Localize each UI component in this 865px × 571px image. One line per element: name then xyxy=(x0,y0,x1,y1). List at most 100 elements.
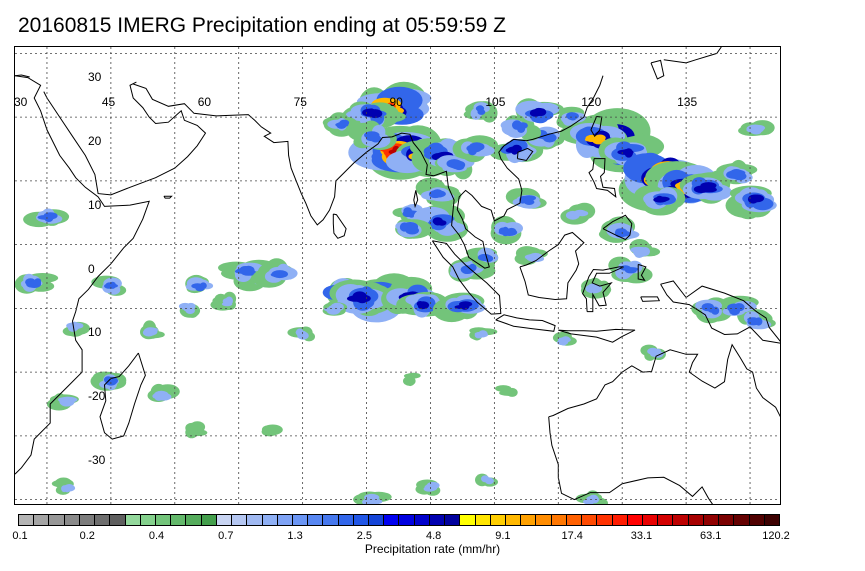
precip-cell xyxy=(252,258,298,288)
precip-patch xyxy=(565,210,580,220)
precip-cell xyxy=(466,247,499,269)
coastline xyxy=(640,296,661,302)
precip-cell xyxy=(743,309,776,330)
precip-patch xyxy=(352,291,367,302)
coastline xyxy=(516,147,534,162)
colorbar-swatch xyxy=(277,515,293,525)
precip-patch xyxy=(105,376,118,385)
coastline xyxy=(558,328,636,343)
precip-cell xyxy=(560,202,596,225)
precip-cell xyxy=(51,477,76,495)
coastline xyxy=(431,240,502,315)
lat-label: 20 xyxy=(88,134,102,148)
colorbar-tick-label: 1.3 xyxy=(287,530,303,542)
colorbar-swatch xyxy=(34,515,50,525)
precip-cell xyxy=(411,204,469,242)
colorbar xyxy=(18,514,780,526)
precip-cell xyxy=(505,187,547,209)
colorbar-tick-label: 0.7 xyxy=(218,530,234,542)
colorbar-swatch xyxy=(475,515,491,525)
precip-cell xyxy=(218,261,269,284)
colorbar-swatch xyxy=(688,515,704,525)
lat-label: 10 xyxy=(88,325,102,340)
lon-label: 30 xyxy=(14,95,28,110)
colorbar-swatch xyxy=(566,515,583,525)
precip-cell xyxy=(178,302,201,318)
precip-patch xyxy=(624,148,633,158)
map-title: 20160815 IMERG Precipitation ending at 0… xyxy=(18,14,506,37)
colorbar-tick-label: 9.1 xyxy=(495,530,511,542)
colorbar-label: Precipitation rate (mm/hr) xyxy=(364,542,501,556)
precip-patch xyxy=(59,396,75,407)
colorbar-tick-label: 0.2 xyxy=(79,530,95,542)
colorbar-swatch xyxy=(582,515,598,525)
coastline xyxy=(590,115,603,138)
precip-patch xyxy=(728,170,743,179)
precip-patch xyxy=(147,327,159,332)
colorbar-swatch xyxy=(551,515,567,525)
colorbar-swatch xyxy=(460,515,476,525)
lon-label: 120 xyxy=(581,95,602,110)
precip-patch xyxy=(43,215,54,220)
precip-cell xyxy=(580,277,612,299)
precip-cell xyxy=(322,300,348,316)
precip-patch xyxy=(405,226,420,235)
precipitation-map xyxy=(14,46,781,505)
precip-cell xyxy=(415,479,441,496)
coastline xyxy=(99,352,146,440)
precip-patch xyxy=(27,281,41,288)
colorbar-swatch xyxy=(445,515,461,525)
precip-patch xyxy=(221,302,233,307)
precip-patch xyxy=(462,267,470,274)
precip-cell xyxy=(490,215,523,245)
precip-cell xyxy=(725,185,777,220)
precip-cell xyxy=(185,274,214,294)
precip-patch xyxy=(530,111,543,116)
precip-patch xyxy=(700,182,717,189)
coastline xyxy=(260,75,604,269)
precip-patch xyxy=(65,484,74,490)
precip-cell xyxy=(738,120,775,136)
precip-patch xyxy=(653,348,662,354)
colorbar-swatch xyxy=(749,515,765,525)
colorbar-swatch xyxy=(399,515,415,525)
colorbar-swatch xyxy=(506,515,522,525)
precip-patch xyxy=(476,105,484,113)
colorbar-swatch xyxy=(521,515,537,525)
precip-patch xyxy=(470,147,481,153)
precip-patch xyxy=(521,195,534,204)
precip-cell xyxy=(552,331,577,346)
precip-patch xyxy=(199,282,207,289)
precip-patch xyxy=(501,226,510,237)
precip-patch xyxy=(336,121,347,129)
coastline xyxy=(519,231,585,301)
lat-label: 10 xyxy=(88,197,102,212)
coastline xyxy=(660,280,780,344)
coastline xyxy=(495,314,556,332)
precip-patch xyxy=(403,373,421,379)
coastline xyxy=(163,195,173,199)
lon-label: 60 xyxy=(197,95,212,110)
colorbar-swatch xyxy=(414,515,430,525)
precip-patch xyxy=(750,194,765,203)
colorbar-swatch xyxy=(323,515,339,525)
precip-cell xyxy=(475,473,498,487)
map-canvas xyxy=(15,47,780,504)
precip-cell xyxy=(147,383,180,402)
colorbar-tick-label: 0.4 xyxy=(148,530,165,542)
colorbar-tick-label: 63.1 xyxy=(700,530,722,542)
precip-cell xyxy=(261,424,283,437)
precip-patch xyxy=(370,134,381,143)
lon-label: 90 xyxy=(389,95,403,110)
precip-patch xyxy=(557,339,569,346)
precip-patch xyxy=(754,127,763,133)
colorbar-tick-label: 33.1 xyxy=(630,530,653,542)
precip-patch xyxy=(426,483,435,490)
colorbar-swatch xyxy=(49,515,65,525)
precip-patch xyxy=(701,303,714,312)
precip-patch xyxy=(434,220,442,226)
precip-patch xyxy=(727,303,741,313)
colorbar-swatch xyxy=(201,515,217,525)
precip-cell xyxy=(716,159,758,185)
colorbar-swatch xyxy=(612,515,628,525)
